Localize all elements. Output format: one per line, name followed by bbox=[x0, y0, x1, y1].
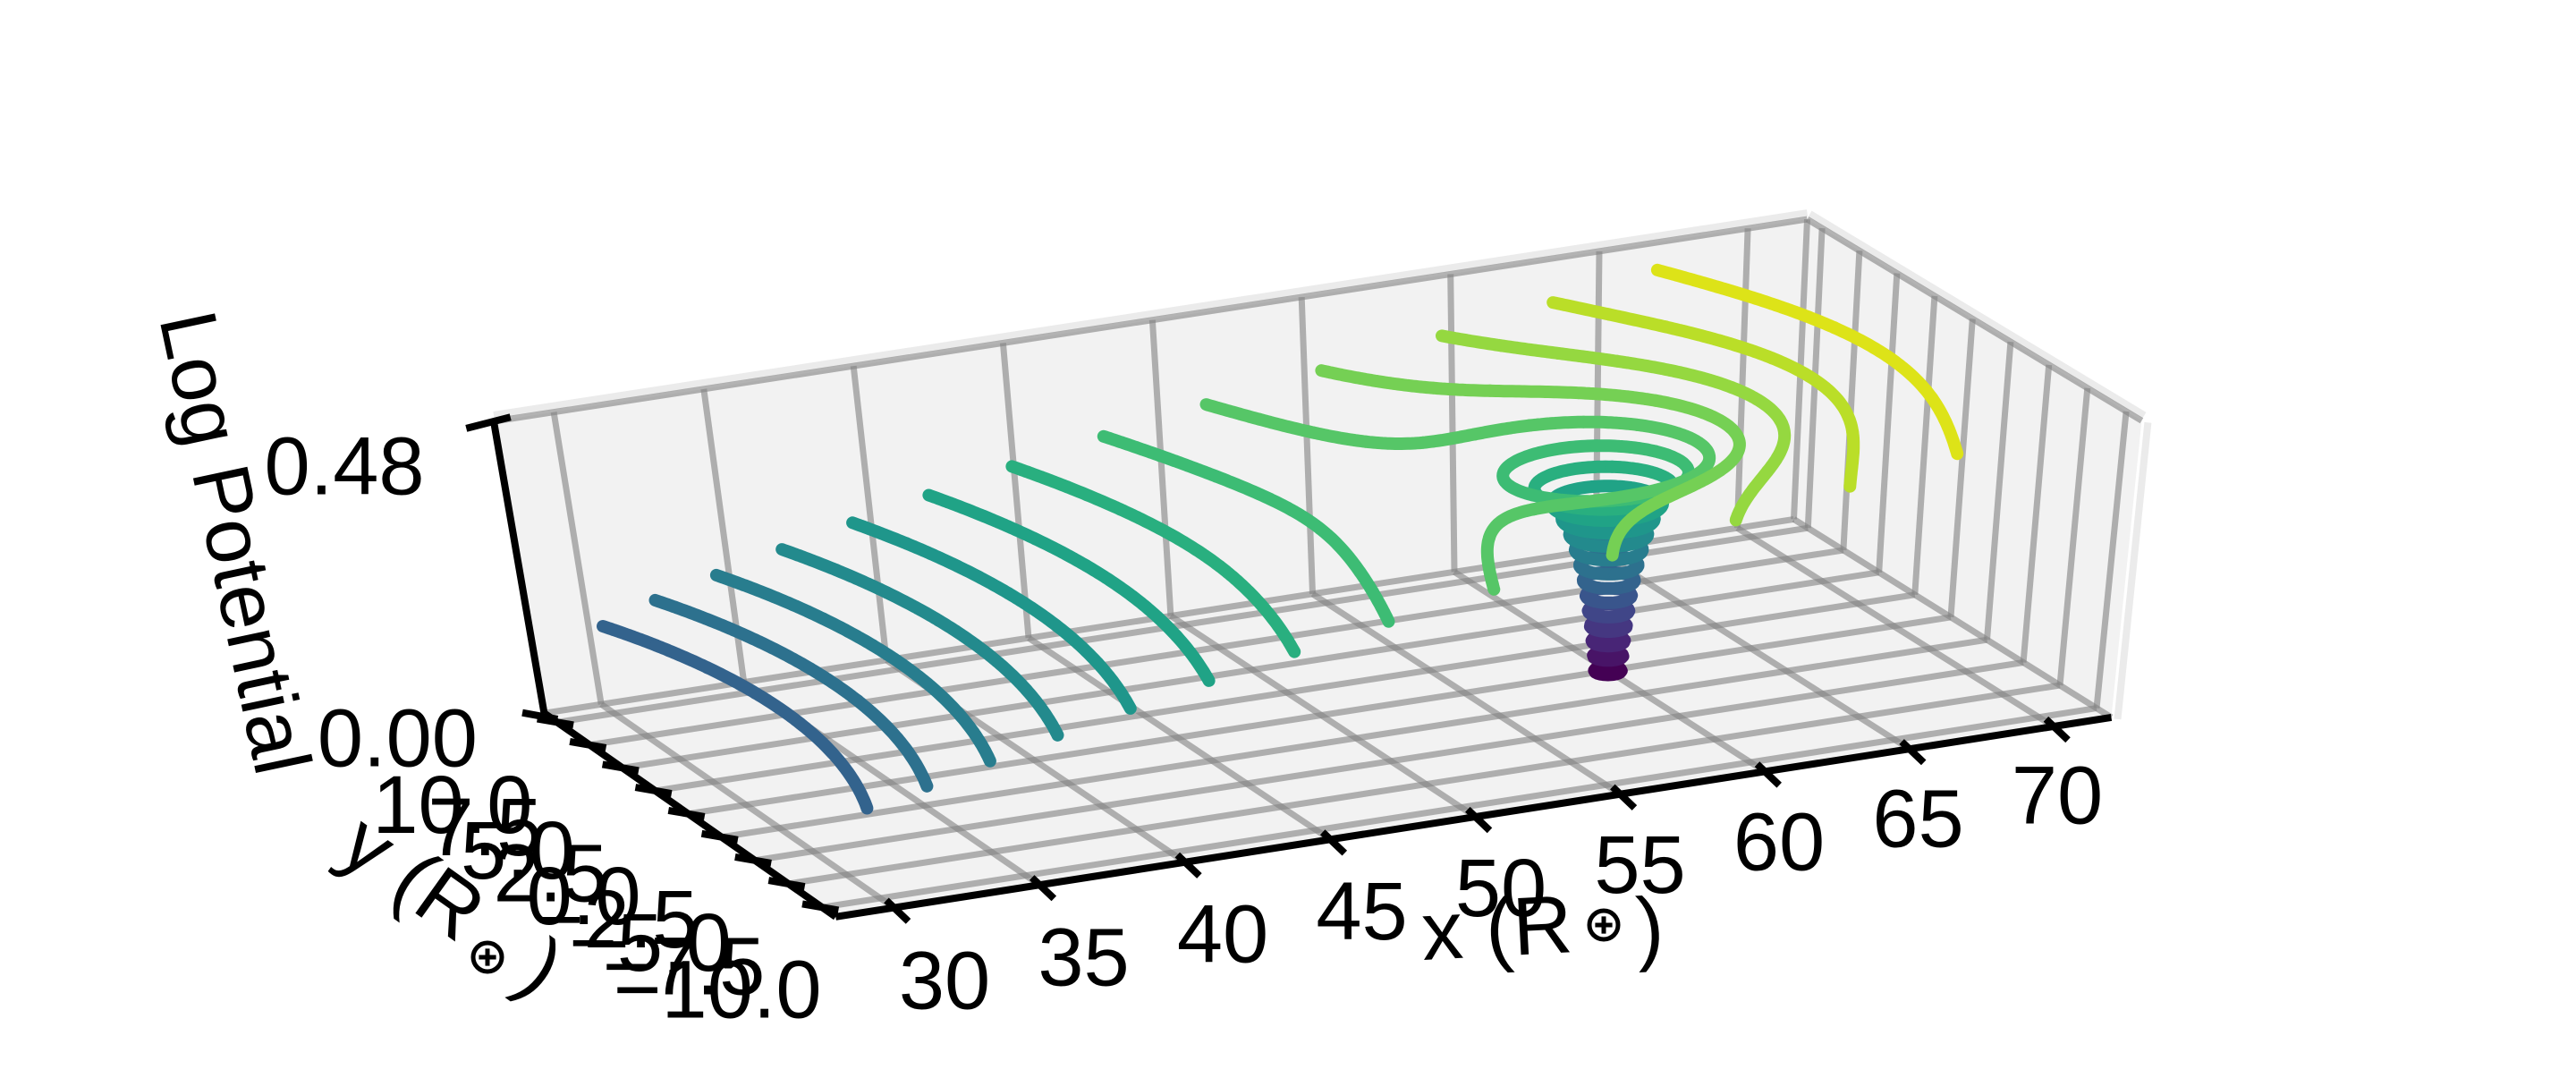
svg-text:5.0: 5.0 bbox=[461, 805, 575, 896]
svg-text:−2.5: −2.5 bbox=[536, 874, 699, 965]
svg-text:x (R: x (R bbox=[1419, 879, 1575, 978]
svg-text:): ) bbox=[1634, 881, 1666, 973]
svg-text:10.0: 10.0 bbox=[372, 760, 532, 851]
svg-text:2.5: 2.5 bbox=[494, 828, 608, 919]
svg-text:50: 50 bbox=[1455, 843, 1546, 934]
svg-text:−7.5: −7.5 bbox=[603, 921, 766, 1012]
svg-text:45: 45 bbox=[1316, 866, 1407, 957]
svg-text:0.48: 0.48 bbox=[264, 421, 424, 513]
svg-text:−10.0: −10.0 bbox=[614, 945, 822, 1036]
svg-text:0.00: 0.00 bbox=[318, 693, 478, 785]
svg-text:70: 70 bbox=[2012, 751, 2103, 842]
svg-text:35: 35 bbox=[1038, 912, 1129, 1004]
svg-text:−5.0: −5.0 bbox=[569, 897, 732, 989]
svg-text:55: 55 bbox=[1594, 819, 1685, 911]
svg-text:0.0: 0.0 bbox=[527, 851, 641, 942]
svg-text:30: 30 bbox=[899, 936, 990, 1027]
svg-text:60: 60 bbox=[1733, 796, 1825, 887]
svg-text:7.5: 7.5 bbox=[428, 782, 542, 873]
svg-text:40: 40 bbox=[1177, 889, 1268, 980]
svg-text:65: 65 bbox=[1872, 773, 1963, 864]
